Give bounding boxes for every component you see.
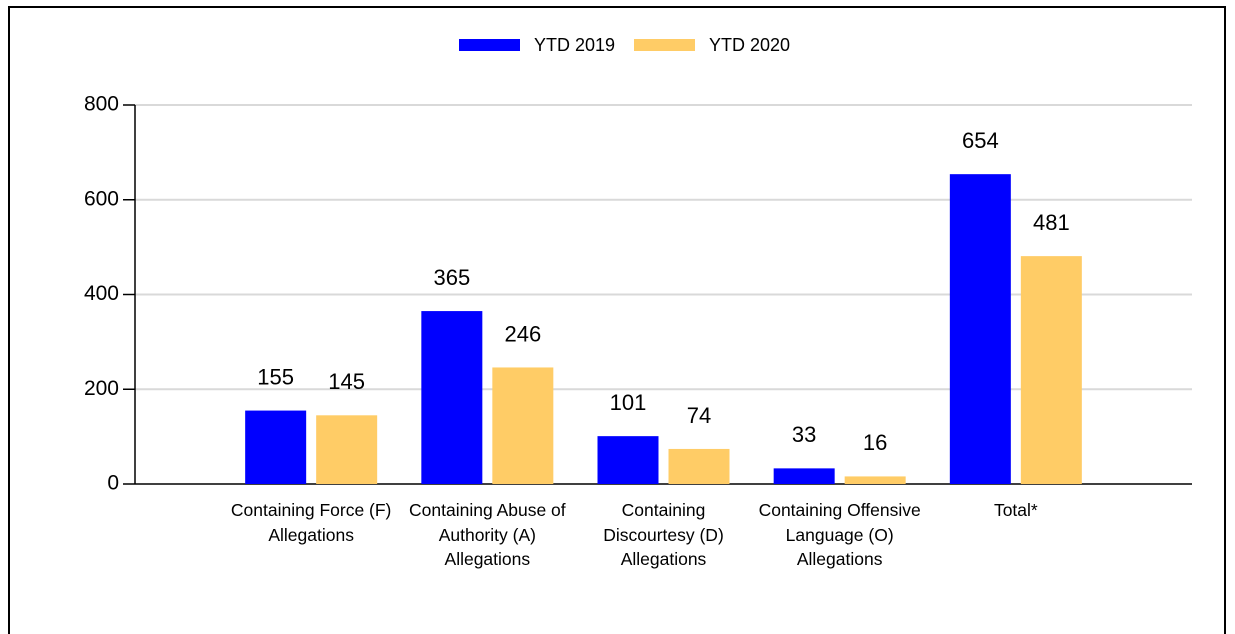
legend-label: YTD 2019 [534,35,615,55]
legend-label: YTD 2020 [709,35,790,55]
y-tick-label: 400 [84,282,119,305]
x-tick-label: Containing Offensive Language (O) Allega… [758,500,921,569]
bar [949,174,1011,485]
value-label: 101 [610,390,647,415]
value-label: 16 [863,430,887,455]
bar [773,468,835,484]
value-label: 365 [433,265,470,290]
value-label: 33 [792,422,816,447]
x-tick-label: Containing Abuse of Authority (A) Allega… [409,500,566,569]
y-tick-label: 800 [84,93,119,116]
value-label: 481 [1033,210,1070,235]
bar [1020,256,1082,484]
bar [316,415,378,484]
bar [245,410,307,484]
bar [668,448,730,484]
x-tick-label: Containing Discourtesy (D) Allegations [603,500,724,569]
value-label: 246 [504,321,541,346]
legend-swatch [459,39,520,51]
y-tick-label: 0 [107,472,119,495]
value-label: 155 [257,364,294,389]
legend-swatch [634,39,695,51]
bar [844,476,906,484]
bar [421,311,483,484]
y-tick-label: 200 [84,377,119,400]
frame [8,6,1226,634]
x-tick-label: Containing Force (F) Allegations [230,500,392,545]
bar [492,367,554,484]
value-label: 654 [962,128,999,153]
y-tick-label: 600 [84,187,119,210]
x-tick-label: Total* [993,500,1038,520]
value-label: 145 [328,369,365,394]
bar [597,436,659,484]
value-label: 74 [687,403,711,428]
